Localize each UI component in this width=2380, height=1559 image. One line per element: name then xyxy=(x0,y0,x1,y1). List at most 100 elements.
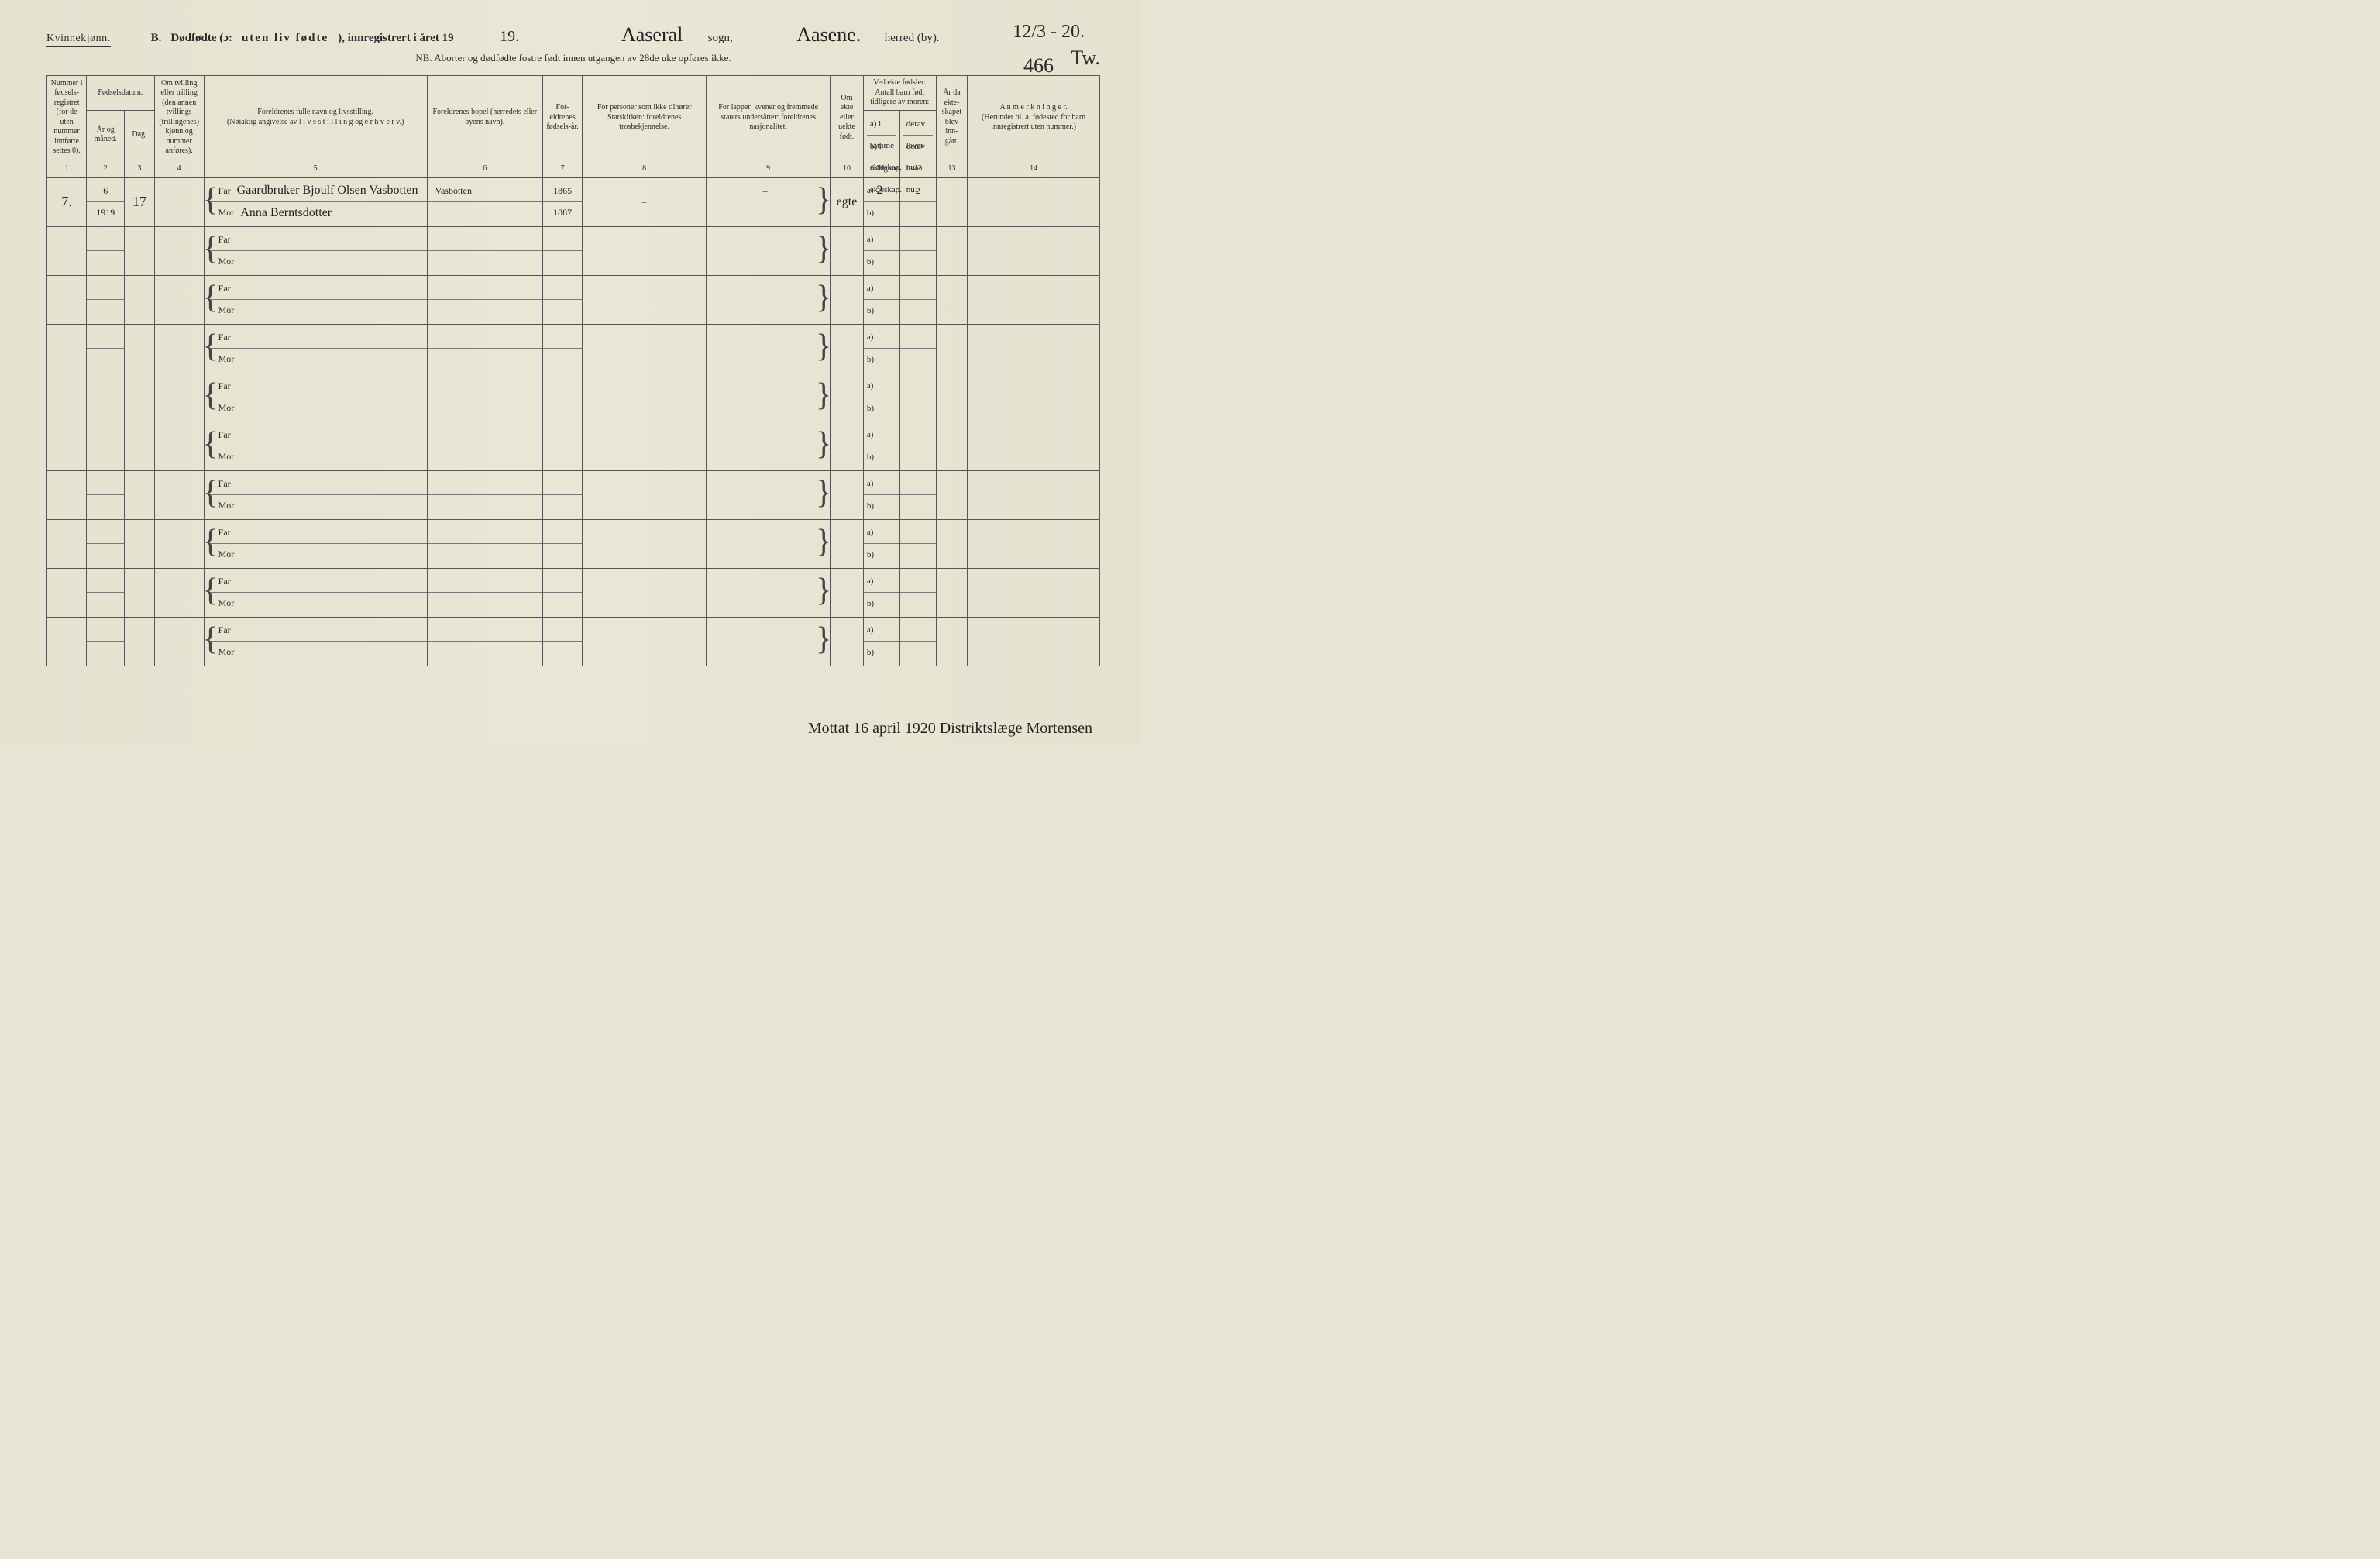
col-number: 1 xyxy=(47,160,87,177)
table-cell: } xyxy=(707,519,831,568)
table-cell xyxy=(87,519,125,568)
col-number: 7 xyxy=(542,160,582,177)
table-cell xyxy=(899,226,936,275)
tvilling-cell xyxy=(154,568,204,617)
table-cell xyxy=(427,617,542,666)
table-cell xyxy=(427,226,542,275)
col-11-sub: a) i samme ekteskap. b) i tidligere ekte… xyxy=(863,110,899,160)
tvilling-cell xyxy=(154,519,204,568)
entry-number xyxy=(47,373,87,422)
ekte-cell xyxy=(831,373,864,422)
ekteskap-year-cell xyxy=(936,617,968,666)
day-cell xyxy=(125,226,154,275)
col-number: 13 xyxy=(936,160,968,177)
table-cell: a) b) xyxy=(863,324,899,373)
table-cell: } xyxy=(707,470,831,519)
ledger-table: Nummer i fødsels-registret (for de uten … xyxy=(46,75,1100,666)
table-cell xyxy=(87,470,125,519)
anmerkninger-cell xyxy=(968,226,1100,275)
table-cell xyxy=(542,324,582,373)
table-cell: } xyxy=(707,226,831,275)
table-cell: {FarGaardbruker Bjoulf Olsen VasbottenMo… xyxy=(204,177,427,226)
corner-date-note: 12/3 - 20. xyxy=(1013,22,1085,43)
entry-number xyxy=(47,470,87,519)
day-cell: 17 xyxy=(125,177,154,226)
page-number: 466 xyxy=(1023,54,1054,77)
col-5-header: Foreldrenes fulle navn og livsstilling. … xyxy=(204,76,427,160)
table-cell xyxy=(899,617,936,666)
col-number: 4 xyxy=(154,160,204,177)
table-cell xyxy=(427,422,542,470)
entry-number xyxy=(47,275,87,324)
ekteskap-year-cell xyxy=(936,470,968,519)
anmerkninger-cell xyxy=(968,568,1100,617)
col-7-header: For-eldrenes fødsels-år. xyxy=(542,76,582,160)
table-cell xyxy=(542,275,582,324)
tvilling-cell xyxy=(154,617,204,666)
col-number: 8 xyxy=(583,160,707,177)
table-cell: {FarMor xyxy=(204,324,427,373)
column-number-row: 1234567891011121314 xyxy=(47,160,1100,177)
ledger-page: 12/3 - 20. 466 Tw. Kvinnekjønn. B. Dødfø… xyxy=(0,0,1139,744)
col-8-header: For personer som ikke tilhører Statskirk… xyxy=(583,76,707,160)
ekte-cell xyxy=(831,519,864,568)
entry-number xyxy=(47,226,87,275)
ekte-cell xyxy=(831,226,864,275)
ekteskap-year-cell xyxy=(936,275,968,324)
tvilling-cell xyxy=(154,226,204,275)
table-cell xyxy=(427,519,542,568)
tros-cell xyxy=(583,275,707,324)
table-row: {FarMor}a) b) xyxy=(47,324,1100,373)
col-4-header: Om tvilling eller trilling (den annen tv… xyxy=(154,76,204,160)
table-cell xyxy=(899,275,936,324)
col-number: 5 xyxy=(204,160,427,177)
table-cell: Vasbotten xyxy=(427,177,542,226)
entry-number xyxy=(47,568,87,617)
table-cell: a) 2b) xyxy=(863,177,899,226)
anmerkninger-cell xyxy=(968,275,1100,324)
table-cell xyxy=(427,470,542,519)
table-cell: {FarMor xyxy=(204,617,427,666)
col-10-header: Om ekte eller uekte født. xyxy=(831,76,864,160)
col-number: 2 xyxy=(87,160,125,177)
title-tail: ), innregistrert i året 19 xyxy=(338,32,454,45)
table-cell xyxy=(87,422,125,470)
col-number: 9 xyxy=(707,160,831,177)
col-9-header: For lapper, kvener og fremmede staters u… xyxy=(707,76,831,160)
ekte-cell xyxy=(831,324,864,373)
col-number: 6 xyxy=(427,160,542,177)
table-cell xyxy=(542,373,582,422)
day-cell xyxy=(125,422,154,470)
section-b-label: B. xyxy=(151,32,162,45)
table-cell: }– xyxy=(707,177,831,226)
anmerkninger-cell xyxy=(968,422,1100,470)
entry-number xyxy=(47,324,87,373)
ekte-cell xyxy=(831,568,864,617)
ekte-cell xyxy=(831,275,864,324)
ekteskap-year-cell xyxy=(936,177,968,226)
table-cell: } xyxy=(707,617,831,666)
tvilling-cell xyxy=(154,275,204,324)
table-cell: 18651887 xyxy=(542,177,582,226)
day-cell xyxy=(125,275,154,324)
entry-number xyxy=(47,617,87,666)
nb-note: NB. Aborter og dødfødte fostre født inne… xyxy=(46,52,1100,64)
ekteskap-year-cell xyxy=(936,373,968,422)
day-cell xyxy=(125,373,154,422)
tvilling-cell xyxy=(154,373,204,422)
table-cell xyxy=(542,226,582,275)
col-2b-header: Dag. xyxy=(125,110,154,160)
col-14-header: A n m e r k n i n g e r. (Herunder bl. a… xyxy=(968,76,1100,160)
col-11-12-group: Ved ekte fødsler: Antall barn født tidli… xyxy=(863,76,936,111)
col-2a-header: År og måned. xyxy=(87,110,125,160)
table-cell xyxy=(427,373,542,422)
table-cell: {FarMor xyxy=(204,470,427,519)
table-cell: a) b) xyxy=(863,470,899,519)
table-cell: a) b) xyxy=(863,275,899,324)
table-cell xyxy=(87,568,125,617)
table-cell: a) b) xyxy=(863,226,899,275)
sogn-handwritten: Aaseral xyxy=(606,23,699,47)
day-cell xyxy=(125,519,154,568)
col-12a-label: derav lever nu. xyxy=(903,113,933,136)
table-header: Nummer i fødsels-registret (for de uten … xyxy=(47,76,1100,178)
